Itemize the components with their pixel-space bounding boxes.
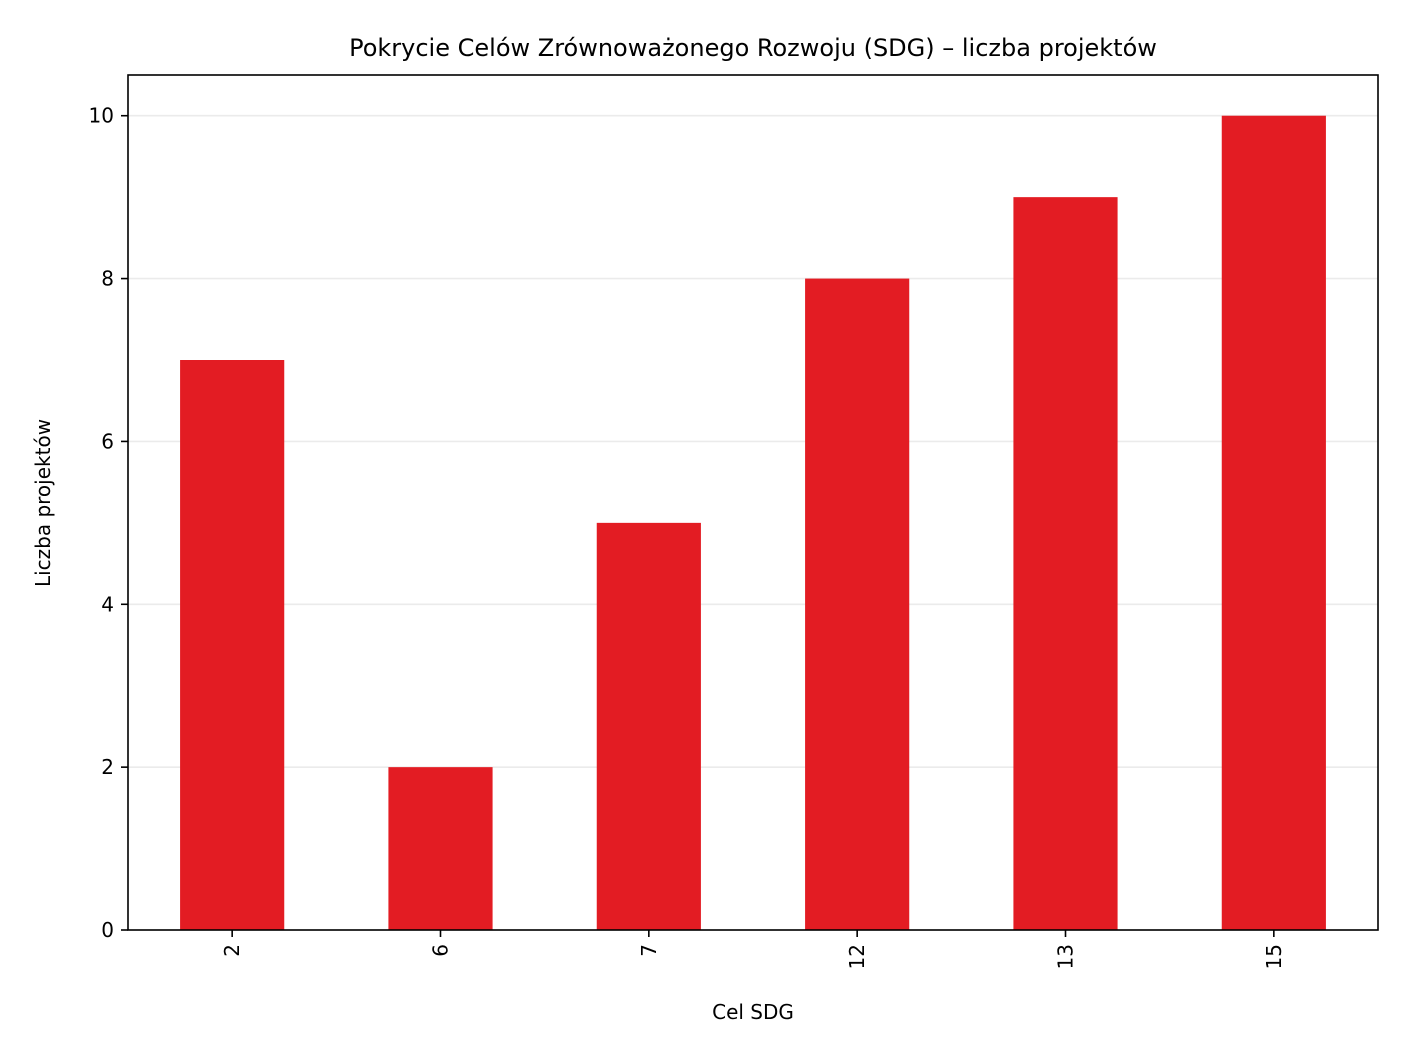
y-axis-label: Liczba projektów	[31, 419, 55, 587]
bar	[388, 767, 493, 930]
bar	[596, 522, 701, 930]
y-tick-label: 4	[101, 592, 114, 616]
x-tick-label: 13	[1054, 944, 1078, 969]
x-axis-label: Cel SDG	[712, 1000, 794, 1024]
x-tick-label: 6	[429, 944, 453, 957]
bars	[180, 115, 1326, 931]
x-tick-label: 12	[845, 944, 869, 969]
bar	[180, 360, 285, 930]
y-tick-label: 10	[89, 104, 114, 128]
x-axis: 2 6 7 12 13 15	[220, 930, 1286, 969]
grid-lines	[128, 114, 1378, 931]
x-tick-label: 2	[220, 944, 244, 957]
bar	[1221, 115, 1326, 930]
bar	[805, 278, 910, 931]
y-tick-label: 8	[101, 267, 114, 291]
x-tick-label: 15	[1262, 944, 1286, 969]
x-tick-label: 7	[637, 944, 661, 957]
chart-title: Pokrycie Celów Zrównoważonego Rozwoju (S…	[349, 34, 1157, 62]
y-tick-label: 6	[101, 429, 114, 453]
y-tick-label: 0	[101, 918, 114, 942]
y-tick-label: 2	[101, 755, 114, 779]
plot-frame	[127, 74, 1379, 931]
bar	[1013, 197, 1118, 931]
y-axis: 0 2 4 6 8 10	[89, 104, 128, 942]
